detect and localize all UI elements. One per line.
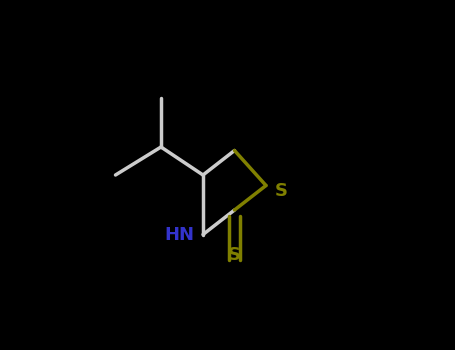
Text: S: S	[275, 182, 288, 200]
Text: S: S	[228, 246, 241, 264]
Text: HN: HN	[164, 225, 194, 244]
